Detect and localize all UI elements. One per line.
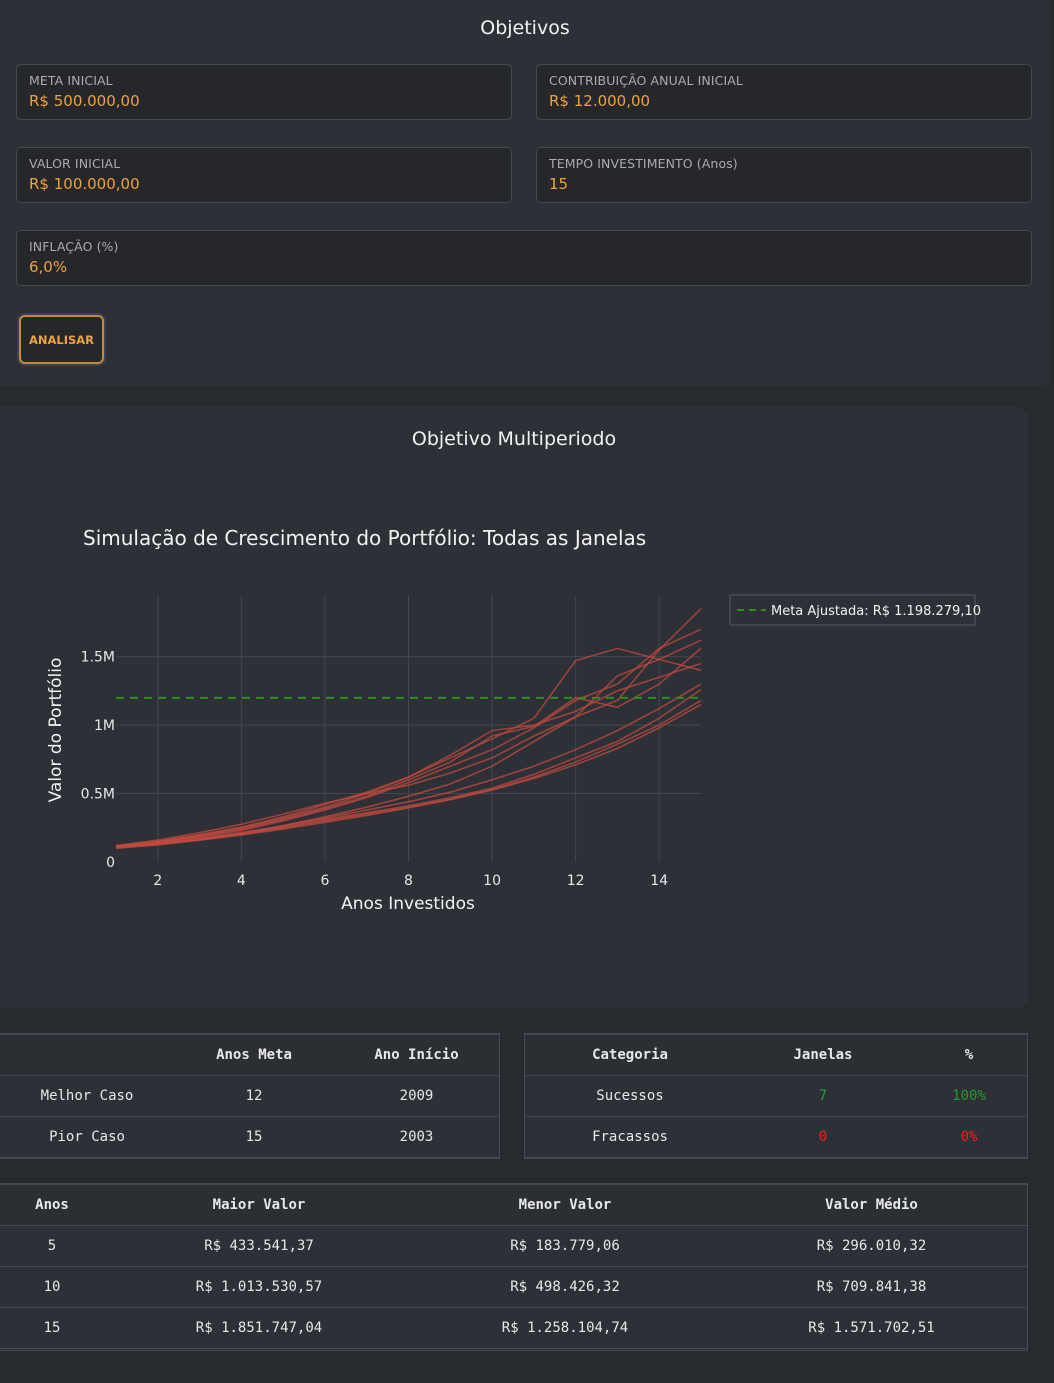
table-row: Fracassos 0 0% [525,1116,1027,1158]
table-header-row: Categoria Janelas % [525,1034,1027,1076]
chart-title: Simulação de Crescimento do Portfólio: T… [83,526,646,550]
table-header-row: Anos Maior Valor Menor Valor Valor Médio [0,1184,1027,1226]
table-row: 15 R$ 1.851.747,04 R$ 1.258.104,74 R$ 1.… [0,1307,1027,1349]
contribuicao-value[interactable]: R$ 12.000,00 [549,92,651,110]
valores-cell: R$ 1.013.530,57 [104,1266,414,1308]
series-line-9[interactable] [115,703,702,849]
casos-cell: Melhor Caso [0,1075,174,1117]
y-tick-label: 0 [106,855,115,871]
valores-cell: 10 [0,1266,104,1308]
valores-cell: 5 [0,1225,104,1267]
legend-box [729,594,976,626]
series-line-8[interactable] [115,683,702,848]
multiperiodo-panel: Objetivo Multiperiodo Simulação de Cresc… [0,407,1028,1008]
tempo-field[interactable]: TEMPO INVESTIMENTO (Anos) 15 [536,147,1032,203]
valores-cell: 15 [0,1307,104,1349]
casos-cell: 2003 [334,1116,499,1158]
chart-axis-labels: 2 4 6 8 10 12 14 0 0.5M 1M 1.5M [81,650,669,889]
valores-cell: R$ 709.841,38 [716,1266,1027,1308]
chart-legend[interactable]: Meta Ajustada: R$ 1.198.279,10 [729,594,981,626]
table-row: Sucessos 7 100% [525,1075,1027,1117]
x-tick-label: 12 [567,873,585,889]
x-tick-label: 8 [404,873,413,889]
categoria-header-janelas: Janelas [735,1034,911,1076]
chart-grid [116,595,701,862]
contribuicao-field[interactable]: CONTRIBUIÇÃO ANUAL INICIAL R$ 12.000,00 [536,64,1032,120]
y-tick-label: 1M [94,718,115,734]
x-tick-label: 2 [153,873,162,889]
valores-cell: R$ 183.779,06 [414,1225,716,1267]
valores-table: Anos Maior Valor Menor Valor Valor Médio… [0,1184,1027,1349]
inflacao-field[interactable]: INFLAÇÃO (%) 6,0% [16,230,1032,286]
analisar-button[interactable]: ANALISAR [19,315,104,364]
table-row: Pior Caso 15 2003 [0,1116,499,1158]
sucessos-janelas-value: 7 [735,1075,911,1117]
x-tick-label: 14 [650,873,668,889]
valores-header-anos: Anos [0,1184,104,1226]
valor-inicial-field[interactable]: VALOR INICIAL R$ 100.000,00 [16,147,512,203]
casos-header-ano-inicio: Ano Início [334,1034,499,1076]
x-axis-title: Anos Investidos [341,894,475,914]
meta-inicial-label: META INICIAL [29,73,113,88]
x-tick-label: 10 [483,873,501,889]
casos-header-anos-meta: Anos Meta [174,1034,334,1076]
casos-cell: Pior Caso [0,1116,174,1158]
meta-inicial-field[interactable]: META INICIAL R$ 500.000,00 [16,64,512,120]
objetivos-panel: Objetivos META INICIAL R$ 500.000,00 CON… [0,0,1050,386]
inflacao-value[interactable]: 6,0% [29,258,68,276]
table-row: 5 R$ 433.541,37 R$ 183.779,06 R$ 296.010… [0,1225,1027,1267]
y-tick-label: 1.5M [81,650,115,666]
table-row: Melhor Caso 12 2009 [0,1075,499,1117]
meta-inicial-value[interactable]: R$ 500.000,00 [29,92,140,110]
casos-cell: 12 [174,1075,334,1117]
casos-cell: 15 [174,1116,334,1158]
valores-cell: R$ 296.010,32 [716,1225,1027,1267]
categoria-cell: Sucessos [525,1075,735,1117]
chart-series-group [115,608,702,850]
y-tick-label: 0.5M [81,787,115,803]
tempo-value[interactable]: 15 [549,175,569,193]
categoria-header-percent: % [911,1034,1027,1076]
tempo-label: TEMPO INVESTIMENTO (Anos) [549,156,738,171]
valores-cell: R$ 1.851.747,04 [104,1307,414,1349]
casos-header-empty [0,1034,174,1076]
fracassos-percent-value: 0% [911,1116,1027,1158]
valores-header-medio: Valor Médio [716,1184,1027,1226]
casos-table: Anos Meta Ano Início Melhor Caso 12 2009… [0,1034,499,1158]
fracassos-janelas-value: 0 [735,1116,911,1158]
contribuicao-label: CONTRIBUIÇÃO ANUAL INICIAL [549,73,743,88]
series-line-5[interactable] [115,647,702,848]
multiperiodo-title: Objetivo Multiperiodo [411,428,617,450]
sucessos-percent-value: 100% [911,1075,1027,1117]
objetivos-title: Objetivos [480,17,570,39]
inflacao-label: INFLAÇÃO (%) [29,239,119,254]
series-line-3[interactable] [115,639,702,847]
table-row: 10 R$ 1.013.530,57 R$ 498.426,32 R$ 709.… [0,1266,1027,1308]
valor-inicial-label: VALOR INICIAL [29,156,121,171]
casos-cell: 2009 [334,1075,499,1117]
y-axis-title: Valor do Portfólio [46,658,66,803]
categoria-cell: Fracassos [525,1116,735,1158]
categoria-table-box [524,1033,1028,1159]
valores-cell: R$ 1.571.702,51 [716,1307,1027,1349]
categoria-header-categoria: Categoria [525,1034,735,1076]
valor-inicial-value[interactable]: R$ 100.000,00 [29,175,140,193]
legend-meta-label: Meta Ajustada: R$ 1.198.279,10 [771,604,981,619]
series-line-10[interactable] [115,662,702,847]
valores-cell: R$ 1.258.104,74 [414,1307,716,1349]
valores-header-menor: Menor Valor [414,1184,716,1226]
valores-cell: R$ 433.541,37 [104,1225,414,1267]
valores-cell: R$ 498.426,32 [414,1266,716,1308]
categoria-table: Categoria Janelas % Sucessos 7 100% Frac… [525,1034,1027,1158]
table-header-row: Anos Meta Ano Início [0,1034,499,1076]
x-tick-label: 4 [237,873,246,889]
x-tick-label: 6 [320,873,329,889]
valores-header-maior: Maior Valor [104,1184,414,1226]
portfolio-growth-chart: Simulação de Crescimento do Portfólio: T… [46,526,981,914]
